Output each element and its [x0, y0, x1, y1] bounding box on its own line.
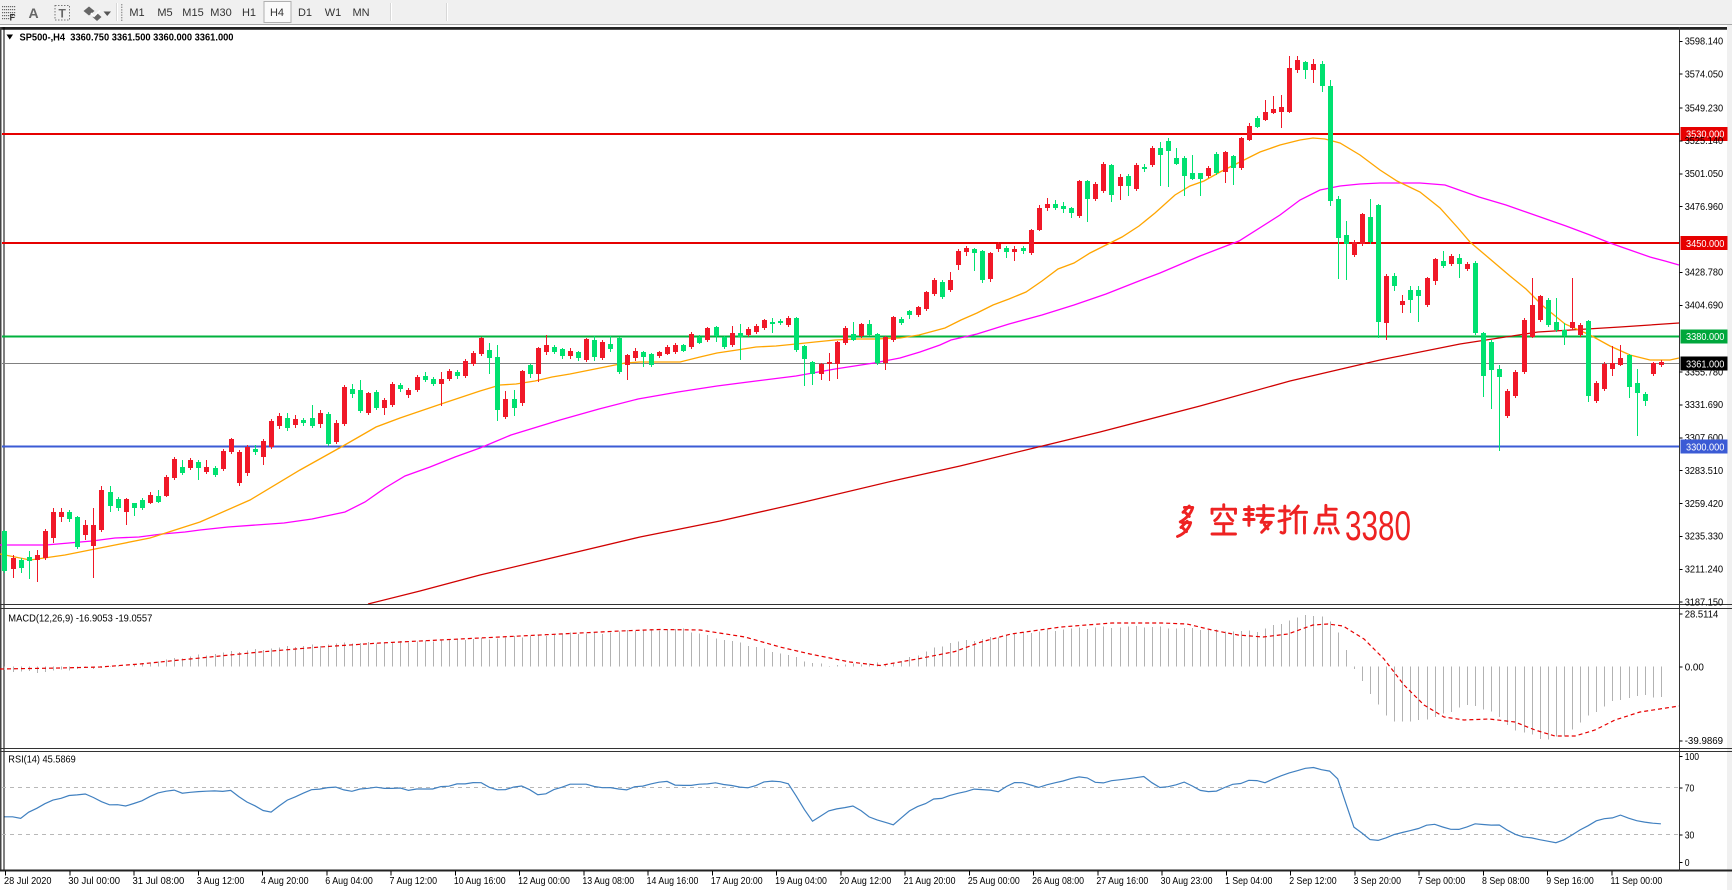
svg-text:3549.230: 3549.230: [1685, 103, 1724, 114]
svg-text:1 Sep 04:00: 1 Sep 04:00: [1225, 875, 1273, 887]
svg-text:3235.330: 3235.330: [1685, 532, 1724, 543]
svg-text:12 Aug 00:00: 12 Aug 00:00: [518, 875, 570, 887]
svg-text:6 Aug 04:00: 6 Aug 04:00: [325, 875, 373, 887]
svg-text:3211.240: 3211.240: [1685, 565, 1724, 576]
svg-text:3 Sep 20:00: 3 Sep 20:00: [1353, 875, 1401, 887]
svg-text:MN: MN: [352, 7, 369, 19]
svg-text:3525.140: 3525.140: [1685, 136, 1724, 147]
svg-text:3283.510: 3283.510: [1685, 466, 1724, 477]
svg-text:A: A: [29, 5, 39, 21]
svg-text:3361.000: 3361.000: [1686, 359, 1725, 370]
svg-text:3598.140: 3598.140: [1685, 37, 1724, 48]
svg-text:0: 0: [1685, 858, 1690, 869]
svg-text:7 Sep 00:00: 7 Sep 00:00: [1418, 875, 1466, 887]
svg-text:MACD(12,26,9) -16.9053 -19.055: MACD(12,26,9) -16.9053 -19.0557: [8, 614, 152, 625]
svg-text:W1: W1: [325, 7, 342, 19]
svg-text:3307.600: 3307.600: [1685, 433, 1724, 444]
svg-text:26 Aug 08:00: 26 Aug 08:00: [1032, 875, 1084, 887]
svg-text:30 Jul 00:00: 30 Jul 00:00: [68, 875, 120, 887]
svg-text:28.5114: 28.5114: [1685, 610, 1719, 621]
svg-text:19 Aug 04:00: 19 Aug 04:00: [775, 875, 827, 887]
svg-text:2 Sep 12:00: 2 Sep 12:00: [1289, 875, 1337, 887]
svg-text:3259.420: 3259.420: [1685, 499, 1724, 510]
svg-text:M30: M30: [210, 7, 231, 19]
svg-text:3380: 3380: [1345, 502, 1411, 549]
svg-text:20 Aug 12:00: 20 Aug 12:00: [839, 875, 891, 887]
svg-text:3501.050: 3501.050: [1685, 169, 1724, 180]
svg-text:3450.000: 3450.000: [1686, 239, 1725, 250]
svg-text:9 Sep 16:00: 9 Sep 16:00: [1546, 875, 1594, 887]
svg-text:4 Aug 20:00: 4 Aug 20:00: [261, 875, 309, 887]
svg-text:8 Sep 08:00: 8 Sep 08:00: [1482, 875, 1530, 887]
svg-text:21 Aug 20:00: 21 Aug 20:00: [904, 875, 956, 887]
svg-text:3187.150: 3187.150: [1685, 598, 1724, 609]
svg-text:3574.050: 3574.050: [1685, 70, 1724, 81]
svg-text:M5: M5: [157, 7, 172, 19]
svg-text:H1: H1: [242, 7, 256, 19]
svg-text:F: F: [10, 13, 16, 23]
svg-text:SP500-,H4 3360.750 3361.500 3: SP500-,H4 3360.750 3361.500 3360.000 336…: [20, 32, 234, 43]
svg-text:3355.780: 3355.780: [1685, 367, 1724, 378]
svg-text:27 Aug 16:00: 27 Aug 16:00: [1096, 875, 1148, 887]
svg-text:30: 30: [1685, 830, 1695, 841]
svg-text:31 Jul 08:00: 31 Jul 08:00: [133, 875, 185, 887]
svg-text:3404.690: 3404.690: [1685, 301, 1724, 312]
svg-text:3476.960: 3476.960: [1685, 202, 1724, 213]
svg-text:10 Aug 16:00: 10 Aug 16:00: [454, 875, 506, 887]
svg-text:D1: D1: [298, 7, 312, 19]
svg-text:7 Aug 12:00: 7 Aug 12:00: [390, 875, 438, 887]
svg-text:3428.780: 3428.780: [1685, 268, 1724, 279]
svg-text:3 Aug 12:00: 3 Aug 12:00: [197, 875, 245, 887]
svg-text:3331.690: 3331.690: [1685, 400, 1724, 411]
svg-text:H4: H4: [270, 7, 284, 19]
svg-text:13 Aug 08:00: 13 Aug 08:00: [582, 875, 634, 887]
svg-text:M1: M1: [129, 7, 144, 19]
svg-text:RSI(14) 45.5869: RSI(14) 45.5869: [8, 755, 76, 766]
svg-text:14 Aug 16:00: 14 Aug 16:00: [647, 875, 699, 887]
svg-text:25 Aug 00:00: 25 Aug 00:00: [968, 875, 1020, 887]
svg-text:17 Aug 20:00: 17 Aug 20:00: [711, 875, 763, 887]
svg-text:30 Aug 23:00: 30 Aug 23:00: [1161, 875, 1213, 887]
svg-text:70: 70: [1685, 783, 1695, 794]
svg-text:-39.9869: -39.9869: [1685, 736, 1724, 747]
svg-text:T: T: [59, 7, 67, 21]
svg-text:M15: M15: [182, 7, 203, 19]
svg-text:0.00: 0.00: [1685, 662, 1704, 673]
svg-text:3380.000: 3380.000: [1686, 332, 1725, 343]
svg-text:3300.000: 3300.000: [1686, 443, 1725, 454]
svg-text:3530.000: 3530.000: [1686, 130, 1725, 141]
svg-text:28 Jul 2020: 28 Jul 2020: [4, 875, 52, 887]
svg-text:100: 100: [1685, 752, 1700, 763]
svg-text:11 Sep 00:00: 11 Sep 00:00: [1611, 875, 1663, 887]
